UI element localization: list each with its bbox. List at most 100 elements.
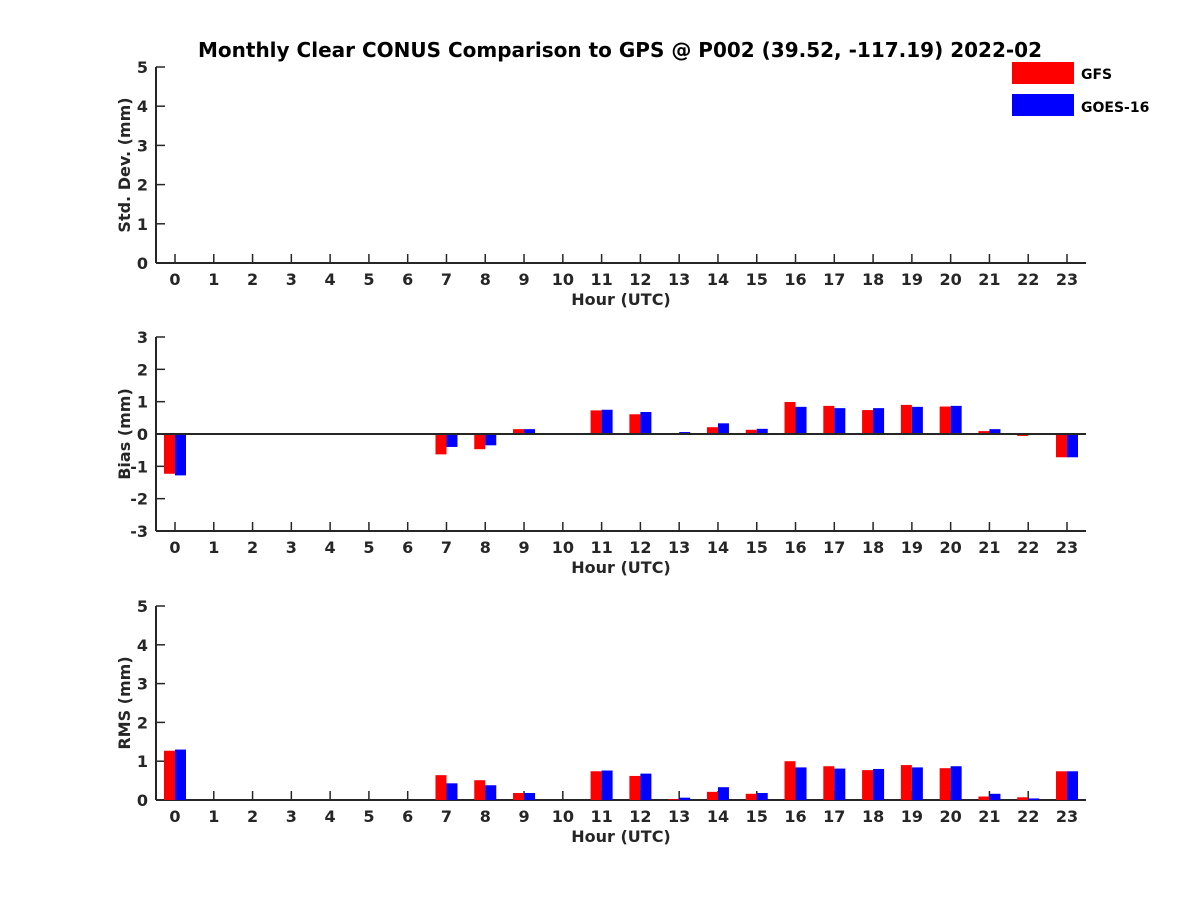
x-tick-label: 20 xyxy=(940,270,962,289)
rms-bar-goes16 xyxy=(1067,771,1078,800)
y-tick-label: 3 xyxy=(137,136,148,155)
bias-bar-gfs xyxy=(978,431,990,434)
rms-bar-gfs xyxy=(590,771,602,800)
bias-bar-gfs xyxy=(474,434,486,450)
x-tick-label: 23 xyxy=(1056,538,1078,557)
x-tick-label: 0 xyxy=(169,538,180,557)
rms-bar-gfs xyxy=(474,780,486,800)
rms-bar-goes16 xyxy=(640,773,652,800)
rms-bar-gfs xyxy=(745,793,757,800)
x-tick-label: 21 xyxy=(978,270,1000,289)
x-tick-label: 12 xyxy=(629,807,651,826)
y-tick-label: 1 xyxy=(137,752,148,771)
bias-bar-goes16 xyxy=(640,412,652,434)
rms-bar-gfs xyxy=(629,775,641,800)
bias-bar-gfs xyxy=(900,404,912,434)
rms-bar-goes16 xyxy=(601,770,613,800)
x-tick-label: 1 xyxy=(208,538,219,557)
x-tick-label: 15 xyxy=(746,538,768,557)
rms-bar-goes16 xyxy=(485,785,497,800)
rms-bar-goes16 xyxy=(717,787,729,800)
rms-bar-goes16 xyxy=(911,767,923,800)
rms-bar-gfs xyxy=(939,768,951,800)
x-tick-label: 10 xyxy=(552,270,574,289)
x-tick-label: 9 xyxy=(518,538,529,557)
std-dev-y-axis-label: Std. Dev. (mm) xyxy=(115,97,134,232)
x-tick-label: 14 xyxy=(707,807,729,826)
rms-bar-gfs xyxy=(823,766,835,800)
bias-bar-gfs xyxy=(784,401,796,434)
x-tick-label: 15 xyxy=(746,807,768,826)
rms-bar-gfs xyxy=(1056,771,1067,800)
bias-bar-gfs xyxy=(1056,434,1067,458)
bias-bar-goes16 xyxy=(524,429,536,434)
x-tick-label: 14 xyxy=(707,538,729,557)
y-tick-label: 4 xyxy=(137,636,148,655)
x-tick-label: 12 xyxy=(629,538,651,557)
y-tick-label: 2 xyxy=(137,713,148,732)
bias-y-axis-label: Bias (mm) xyxy=(115,388,134,480)
rms-bar-goes16 xyxy=(795,767,807,800)
x-tick-label: 13 xyxy=(668,807,690,826)
x-tick-label: 8 xyxy=(480,807,491,826)
rms-bar-goes16 xyxy=(989,793,1001,800)
x-tick-label: 23 xyxy=(1056,807,1078,826)
y-tick-label: 0 xyxy=(137,425,148,444)
bias-bar-goes16 xyxy=(485,434,497,446)
rms-bar-goes16 xyxy=(756,793,768,800)
x-tick-label: 15 xyxy=(746,270,768,289)
x-tick-label: 10 xyxy=(552,538,574,557)
rms-x-axis-label: Hour (UTC) xyxy=(571,827,671,846)
chart-title: Monthly Clear CONUS Comparison to GPS @ … xyxy=(198,38,1042,62)
x-tick-label: 22 xyxy=(1017,807,1039,826)
x-tick-label: 21 xyxy=(978,538,1000,557)
legend-swatch-goes16 xyxy=(1012,94,1074,116)
x-tick-label: 9 xyxy=(518,270,529,289)
y-tick-label: 4 xyxy=(137,97,148,116)
y-tick-label: -2 xyxy=(130,490,148,509)
x-tick-label: 14 xyxy=(707,270,729,289)
rms-bar-goes16 xyxy=(524,793,536,800)
y-tick-label: 0 xyxy=(137,791,148,810)
x-tick-label: 22 xyxy=(1017,538,1039,557)
bias-bar-goes16 xyxy=(1067,434,1078,458)
x-tick-label: 12 xyxy=(629,270,651,289)
x-tick-label: 17 xyxy=(823,270,845,289)
bias-bar-gfs xyxy=(629,414,641,434)
rms-y-axis-label: RMS (mm) xyxy=(115,656,134,749)
x-tick-label: 1 xyxy=(208,807,219,826)
x-tick-label: 17 xyxy=(823,538,845,557)
rms-bar-goes16 xyxy=(834,768,846,800)
bias-bar-gfs xyxy=(590,410,602,434)
x-tick-label: 2 xyxy=(247,270,258,289)
x-tick-label: 16 xyxy=(784,807,806,826)
x-tick-label: 8 xyxy=(480,538,491,557)
bias-bar-goes16 xyxy=(756,428,768,434)
x-tick-label: 7 xyxy=(441,807,452,826)
bias-bar-gfs xyxy=(513,429,525,434)
legend-swatch-gfs xyxy=(1012,62,1074,84)
rms-bar-goes16 xyxy=(1028,798,1040,800)
x-tick-label: 6 xyxy=(402,538,413,557)
bias-bar-gfs xyxy=(939,406,951,434)
x-tick-label: 18 xyxy=(862,538,884,557)
x-tick-label: 16 xyxy=(784,270,806,289)
bias-bar-goes16 xyxy=(950,405,962,434)
rms-bar-goes16 xyxy=(446,783,458,800)
x-tick-label: 16 xyxy=(784,538,806,557)
x-tick-label: 0 xyxy=(169,270,180,289)
rms-bar-gfs xyxy=(513,793,525,800)
bias-bar-gfs xyxy=(435,434,447,455)
bias-bar-gfs xyxy=(823,405,835,434)
y-tick-label: 0 xyxy=(137,254,148,273)
rms-bar-gfs xyxy=(862,770,874,800)
x-tick-label: 19 xyxy=(901,270,923,289)
x-tick-label: 22 xyxy=(1017,270,1039,289)
std-dev-x-axis-label: Hour (UTC) xyxy=(571,290,671,309)
bias-bar-goes16 xyxy=(989,429,1001,434)
x-tick-label: 9 xyxy=(518,807,529,826)
x-tick-label: 13 xyxy=(668,270,690,289)
x-tick-label: 23 xyxy=(1056,270,1078,289)
